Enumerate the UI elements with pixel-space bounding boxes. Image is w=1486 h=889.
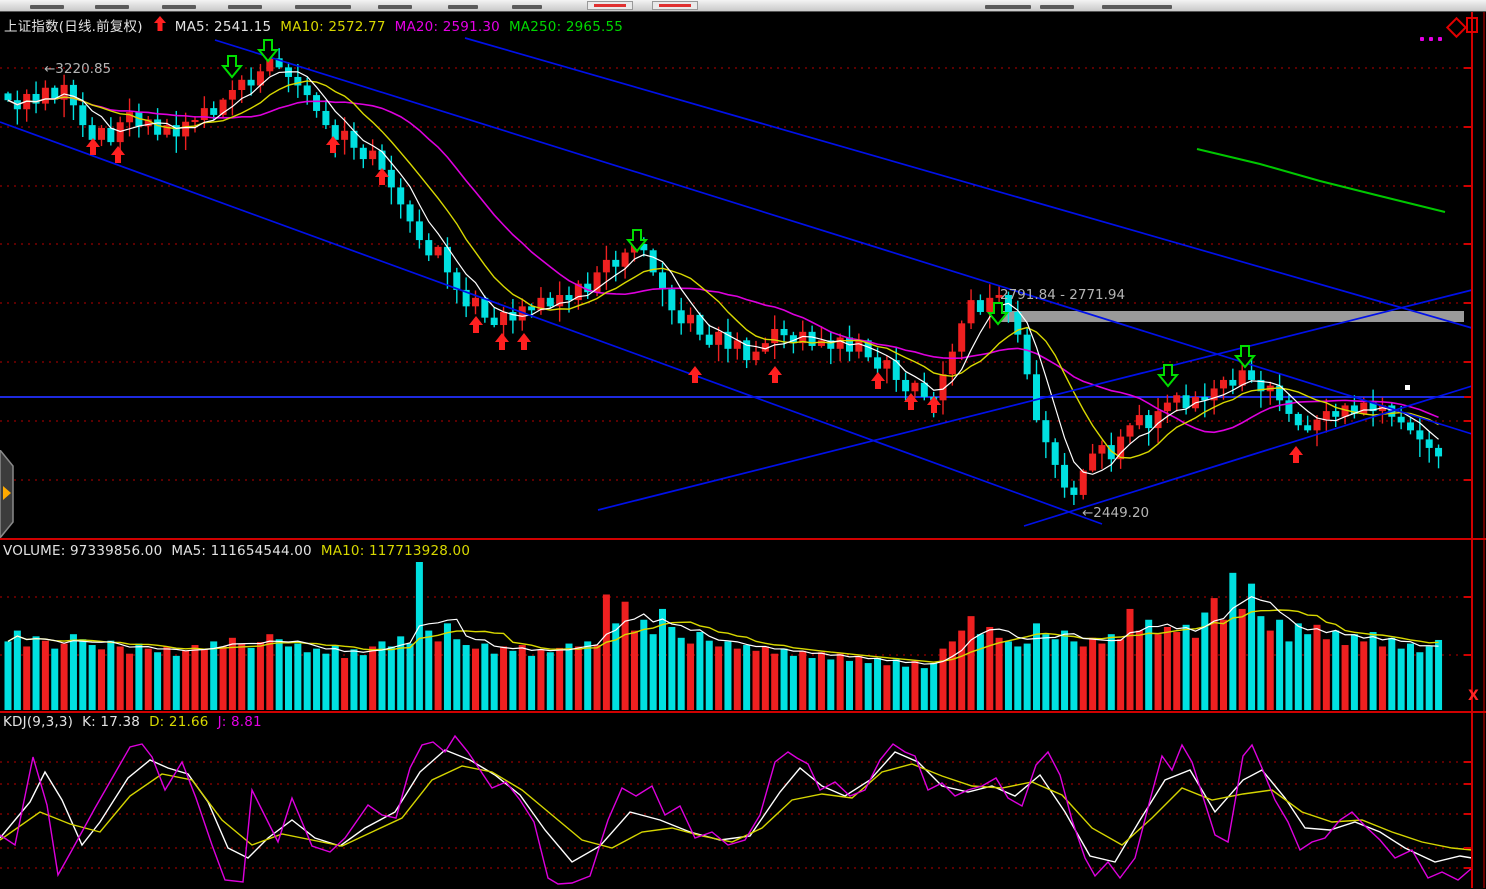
menu-item-remnant[interactable] [378,5,412,9]
menu-item-remnant[interactable] [985,5,1031,9]
high-price-label: ←3220.85 [44,61,112,77]
menu-item-remnant[interactable] [1102,5,1172,9]
ma20-value: MA20: 2591.30 [394,19,500,35]
main-chart-header: 上证指数(日线.前复权) MA5: 2541.15 MA10: 2572.77 MA2… [4,15,632,35]
chart-canvas[interactable] [0,11,1486,889]
volume-header: VOLUME: 97339856.00 MA5: 111654544.00 MA10… [3,543,479,559]
volume-value: VOLUME: 97339856.00 [3,543,163,559]
panel-expander-tab[interactable] [0,448,15,540]
menu-item-remnant[interactable] [95,5,129,9]
window-tool-icon[interactable] [1466,17,1478,33]
menu-item-remnant[interactable] [162,5,196,9]
expander-arrow-icon [3,486,11,500]
menu-item-remnant[interactable] [30,5,64,9]
ma10-value: MA10: 2572.77 [280,19,386,35]
menu-bar[interactable] [0,0,1486,12]
volume-ma5-value: MA5: 111654544.00 [171,543,312,559]
volume-ma10-value: MA10: 117713928.00 [320,543,471,559]
kdj-name: KDJ(9,3,3) [3,714,74,730]
buy-button-remnant[interactable] [587,1,633,10]
menu-item-remnant[interactable] [512,5,542,9]
chart-title: 上证指数(日线.前复权) [4,19,143,35]
menu-item-remnant[interactable] [295,5,351,9]
sell-button-remnant[interactable] [652,1,698,10]
kdj-j-value: J: 8.81 [217,714,262,730]
ma5-value: MA5: 2541.15 [174,19,272,35]
kdj-d-value: D: 21.66 [149,714,209,730]
low-price-label: ←2449.20 [1082,505,1150,521]
close-indicator-button[interactable]: X [1468,688,1479,704]
menu-item-remnant[interactable] [1040,5,1074,9]
kdj-header: KDJ(9,3,3) K: 17.38 D: 21.66 J: 8.81 [3,714,271,730]
up-arrow-icon [153,16,166,31]
menu-item-remnant[interactable] [448,5,478,9]
more-dots-icon[interactable] [1420,36,1446,42]
ma250-value: MA250: 2965.55 [508,19,624,35]
kdj-k-value: K: 17.38 [82,714,141,730]
measure-range-label: 2791.84 - 2771.94 [1000,287,1126,303]
menu-item-remnant[interactable] [228,5,262,9]
